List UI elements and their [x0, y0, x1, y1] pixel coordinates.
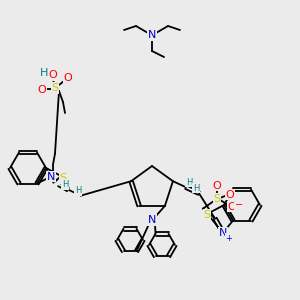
- Text: H: H: [75, 186, 81, 195]
- Text: H: H: [40, 68, 48, 78]
- Text: H: H: [62, 180, 68, 189]
- Text: O: O: [228, 202, 236, 212]
- Text: O: O: [213, 181, 221, 190]
- Text: O: O: [49, 70, 57, 80]
- Text: −: −: [235, 200, 243, 210]
- Text: N: N: [47, 172, 55, 182]
- Text: S: S: [213, 194, 220, 204]
- Text: H: H: [186, 178, 192, 187]
- Text: S: S: [203, 210, 211, 220]
- Text: O: O: [38, 85, 46, 95]
- Text: S: S: [51, 83, 58, 93]
- Text: S: S: [59, 173, 67, 183]
- Text: N: N: [148, 30, 156, 40]
- Text: H: H: [193, 184, 199, 193]
- Text: N: N: [219, 228, 227, 238]
- Text: +: +: [226, 234, 232, 243]
- Text: N: N: [148, 215, 156, 225]
- Text: O: O: [226, 190, 234, 200]
- Text: O: O: [64, 73, 72, 83]
